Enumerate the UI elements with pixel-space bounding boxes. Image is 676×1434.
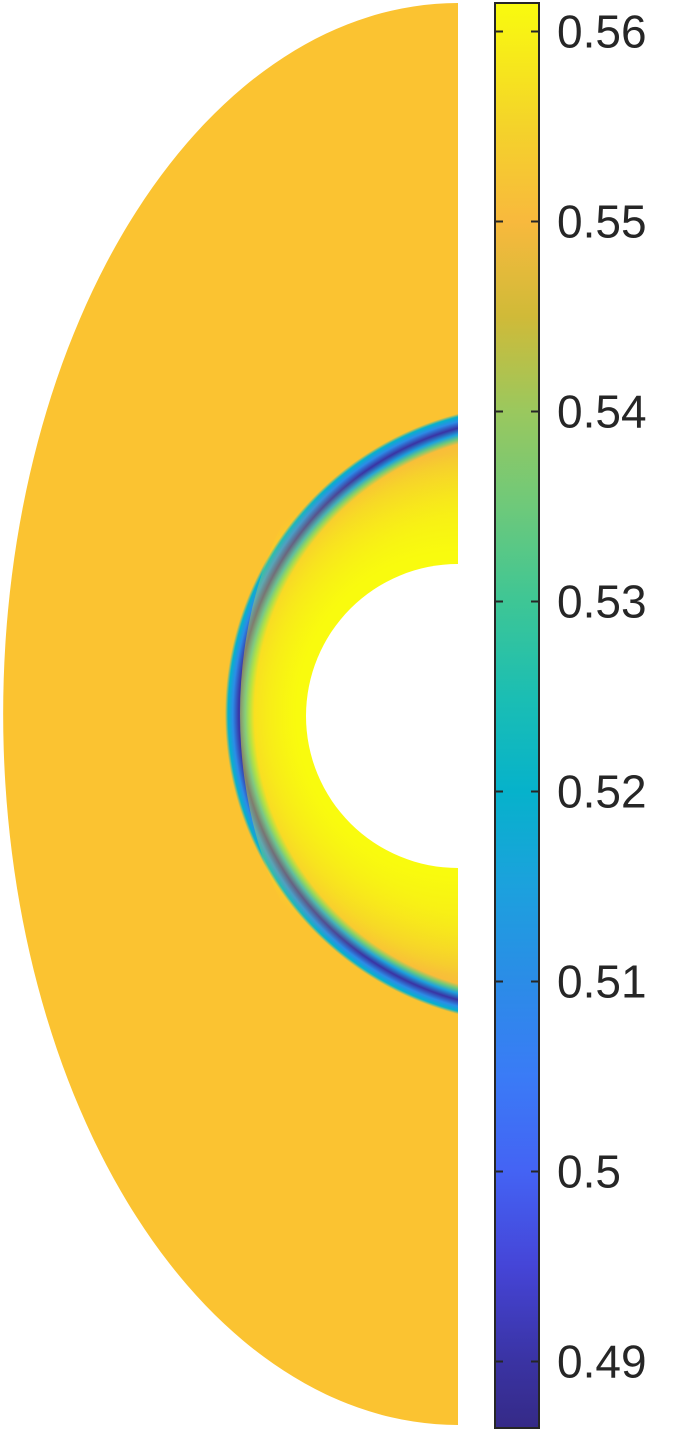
colorbar-tick-label: 0.54 — [557, 386, 647, 438]
post-shock-core — [240, 384, 458, 1044]
colorbar-border — [494, 2, 540, 1429]
colorbar-tick-label: 0.53 — [557, 576, 647, 628]
colorbar-tick-label: 0.5 — [557, 1146, 621, 1198]
colorbar-tick-label: 0.49 — [557, 1336, 647, 1388]
colorbar-tick-label: 0.51 — [557, 956, 647, 1008]
colorbar-tick-label: 0.52 — [557, 766, 647, 818]
colorbar-fill — [495, 3, 539, 1428]
cylinder-body — [306, 564, 458, 868]
colorbar: 0.49 0.5 0.51 0.52 0.53 0.54 0.55 0.56 — [494, 2, 647, 1429]
colorbar-tick-label: 0.56 — [557, 6, 647, 58]
colorbar-ticks — [495, 30, 539, 1363]
colorbar-tick-label: 0.55 — [557, 196, 647, 248]
colorbar-tick-labels: 0.49 0.5 0.51 0.52 0.53 0.54 0.55 0.56 — [557, 6, 647, 1388]
